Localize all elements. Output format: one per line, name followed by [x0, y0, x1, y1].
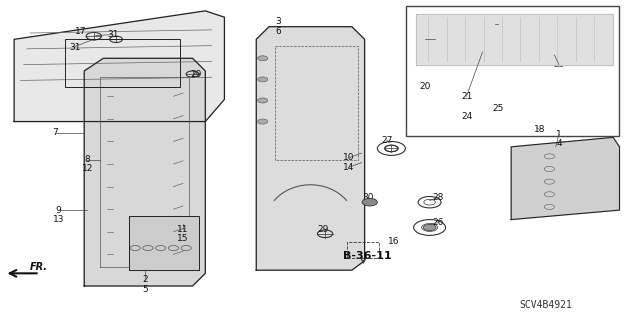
Text: 13: 13: [53, 215, 65, 224]
Text: 7: 7: [52, 128, 58, 137]
Text: 4: 4: [556, 139, 562, 148]
Text: 15: 15: [177, 234, 189, 243]
Text: 31: 31: [107, 30, 118, 39]
Polygon shape: [511, 137, 620, 219]
Bar: [348, 242, 380, 257]
Bar: [435, 36, 447, 49]
Text: 31: 31: [69, 43, 81, 52]
Polygon shape: [415, 14, 613, 65]
Text: 26: 26: [432, 218, 444, 227]
Text: 10: 10: [343, 153, 355, 162]
Text: 11: 11: [177, 225, 189, 234]
Text: 9: 9: [56, 206, 61, 215]
Text: 21: 21: [461, 92, 472, 101]
Text: 23: 23: [553, 60, 564, 69]
Bar: [499, 42, 511, 55]
Circle shape: [423, 224, 436, 231]
Text: 20: 20: [419, 82, 431, 91]
Circle shape: [257, 119, 268, 124]
Text: 24: 24: [461, 112, 472, 121]
Text: 17: 17: [76, 27, 87, 36]
Text: B-36-11: B-36-11: [344, 251, 392, 261]
Polygon shape: [256, 27, 365, 270]
Text: 25: 25: [493, 104, 504, 113]
Polygon shape: [14, 11, 225, 122]
Text: 2: 2: [142, 275, 148, 284]
Text: 16: 16: [388, 237, 399, 246]
Circle shape: [257, 56, 268, 61]
Text: FR.: FR.: [30, 262, 48, 272]
Polygon shape: [129, 216, 199, 270]
Text: 27: 27: [381, 136, 392, 145]
Text: 3: 3: [276, 18, 282, 26]
Text: 14: 14: [343, 163, 355, 172]
Text: 1: 1: [556, 130, 562, 139]
Text: 6: 6: [276, 27, 282, 36]
Text: 28: 28: [432, 193, 444, 202]
Text: 18: 18: [534, 125, 545, 134]
Text: 5: 5: [142, 285, 148, 294]
Text: SCV4B4921: SCV4B4921: [520, 300, 573, 310]
Circle shape: [257, 98, 268, 103]
Bar: [65, 39, 180, 87]
Text: 30: 30: [362, 193, 374, 202]
Circle shape: [257, 77, 268, 82]
Text: 29: 29: [317, 225, 329, 234]
Polygon shape: [84, 58, 205, 286]
Text: 22: 22: [490, 19, 501, 28]
Text: 12: 12: [82, 165, 93, 174]
Text: 29: 29: [190, 70, 202, 78]
Text: 8: 8: [84, 155, 90, 164]
Circle shape: [362, 198, 378, 206]
Bar: [406, 6, 620, 136]
Text: 19: 19: [419, 35, 431, 44]
